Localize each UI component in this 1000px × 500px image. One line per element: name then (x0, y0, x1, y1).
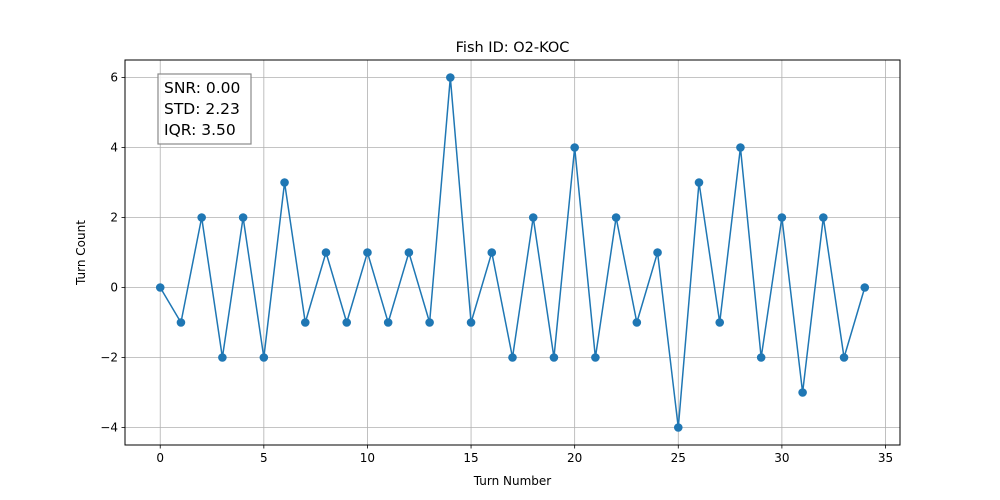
data-point (694, 178, 704, 187)
x-axis: 0 5 10 15 20 25 30 35 (156, 445, 893, 465)
data-point (591, 353, 600, 362)
data-point (508, 353, 517, 362)
data-point (653, 248, 662, 257)
data-point (446, 73, 455, 82)
x-tick-label: 0 (156, 451, 164, 465)
data-point (777, 213, 787, 222)
data-point (218, 353, 227, 362)
y-tick-label: 2 (110, 211, 118, 225)
data-point (756, 353, 766, 362)
data-point (839, 353, 849, 362)
chart-title: Fish ID: O2-KOC (456, 40, 570, 56)
data-point (342, 318, 352, 327)
data-point (736, 143, 745, 152)
x-tick-label: 25 (671, 451, 686, 465)
data-point (715, 318, 725, 327)
y-tick-label: 0 (110, 281, 118, 295)
stat-std: STD: 2.23 (164, 100, 240, 118)
x-axis-label: Turn Number (473, 474, 552, 488)
y-axis: −4 −2 0 2 4 6 (100, 71, 125, 435)
data-point (321, 248, 331, 257)
x-tick-label: 30 (774, 451, 789, 465)
y-tick-label: −2 (100, 351, 118, 365)
y-axis-label: Turn Count (74, 220, 88, 286)
data-point (487, 248, 497, 257)
series-line (159, 76, 866, 429)
data-point (632, 318, 642, 327)
data-point (860, 283, 870, 292)
data-point (466, 318, 476, 327)
data-point (155, 283, 165, 292)
stats-box-frame (157, 73, 252, 145)
data-point (238, 213, 248, 222)
data-point (383, 318, 393, 327)
data-point (363, 248, 372, 257)
data-point (176, 318, 186, 327)
y-tick-label: 4 (110, 141, 118, 155)
x-tick-label: 15 (463, 451, 478, 465)
data-point (404, 248, 414, 257)
data-point (798, 388, 807, 397)
y-tick-label: −4 (100, 421, 118, 435)
data-point (259, 353, 269, 362)
y-tick-label: 6 (110, 71, 118, 85)
series-layer (155, 73, 870, 432)
stat-iqr: IQR: 3.50 (164, 121, 236, 139)
x-tick-label: 10 (360, 451, 375, 465)
data-point (280, 178, 289, 187)
data-point (425, 318, 434, 327)
data-point (570, 143, 579, 152)
data-point (673, 423, 683, 432)
x-tick-label: 35 (878, 451, 893, 465)
data-point (549, 353, 559, 362)
data-point (819, 213, 828, 222)
stat-snr: SNR: 0.00 (164, 79, 240, 97)
x-tick-label: 20 (567, 451, 582, 465)
data-point (611, 213, 621, 222)
x-tick-label: 5 (260, 451, 268, 465)
stats-box: SNR: 0.00 STD: 2.23 IQR: 3.50 (157, 73, 252, 145)
data-point (300, 318, 310, 327)
data-point (528, 213, 538, 222)
plot-frame (124, 59, 901, 446)
data-point (197, 213, 206, 222)
